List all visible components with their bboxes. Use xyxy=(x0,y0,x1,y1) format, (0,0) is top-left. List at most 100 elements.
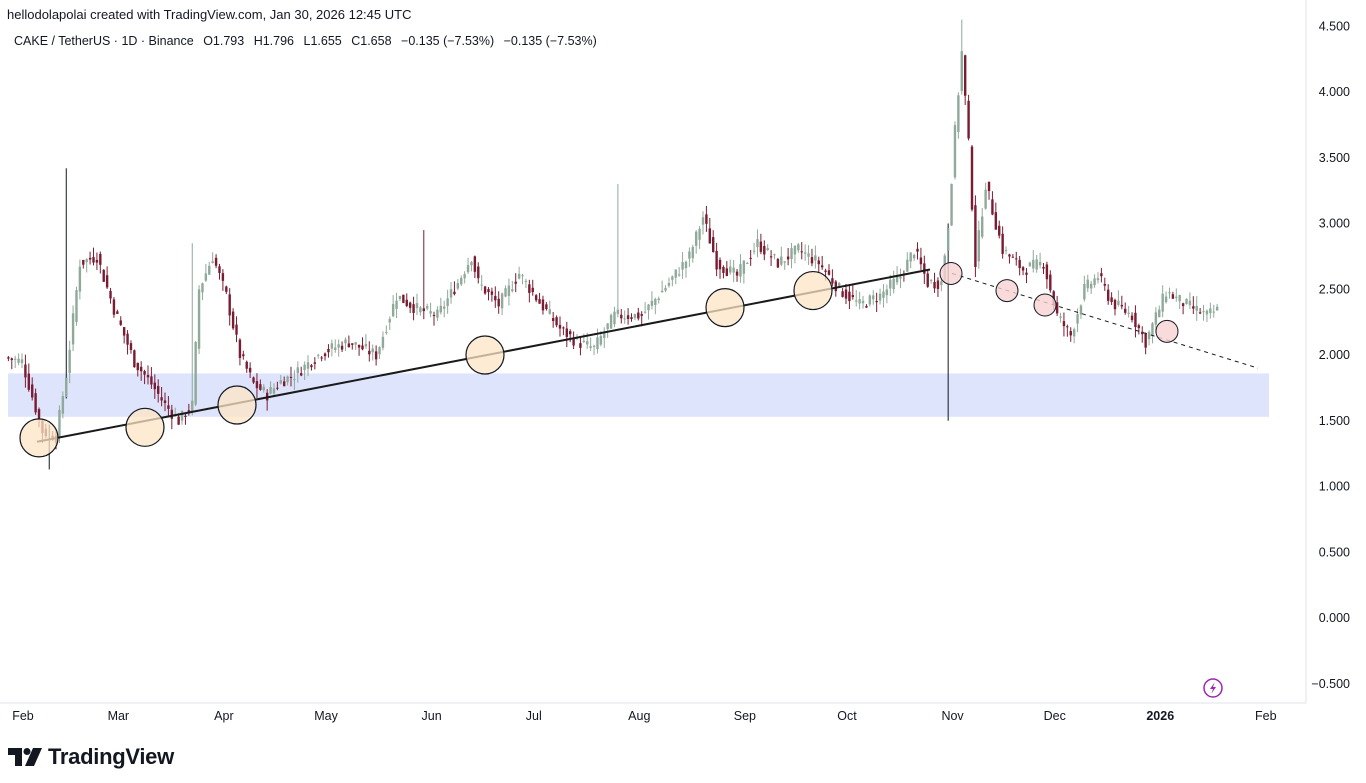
candle-body xyxy=(940,281,943,286)
candle-body xyxy=(1144,333,1147,348)
candle-body xyxy=(235,324,238,335)
candle-body xyxy=(330,343,334,349)
resistance-touch-marker[interactable] xyxy=(995,279,1019,303)
candle-body xyxy=(752,250,756,252)
support-touch-marker[interactable] xyxy=(217,385,257,425)
candle-body xyxy=(626,315,630,319)
price-axis[interactable]: 4.500 4.000 3.500 3.000 2.500 2.000 1.500 1.000… xyxy=(1311,19,1350,691)
candle-body xyxy=(994,212,998,230)
candle-body xyxy=(337,344,340,348)
candle-body xyxy=(1120,304,1124,307)
candle-body xyxy=(231,311,235,329)
candle-body xyxy=(1011,256,1015,258)
candle-body xyxy=(473,256,477,272)
candle-body xyxy=(419,307,422,313)
support-touch-marker[interactable] xyxy=(465,335,505,375)
flash-icon[interactable] xyxy=(1203,678,1223,698)
candle-body xyxy=(831,278,834,284)
candle-body xyxy=(317,354,320,356)
candle-body xyxy=(541,299,545,311)
candle-body xyxy=(620,314,623,319)
candle-body xyxy=(895,275,899,283)
y-tick-label: 1.000 xyxy=(1319,480,1350,494)
candle-body xyxy=(545,304,548,310)
candle-body xyxy=(313,362,317,364)
ohlc-open: O1.793 xyxy=(203,34,245,48)
y-tick-label: 4.500 xyxy=(1319,19,1350,33)
candle-body xyxy=(1072,329,1076,337)
candle-body xyxy=(912,254,916,259)
candle-body xyxy=(146,374,150,378)
candle-body xyxy=(763,245,766,255)
resistance-touch-marker[interactable] xyxy=(1033,293,1057,317)
candle-body xyxy=(1192,306,1195,309)
x-tick-label: May xyxy=(314,709,338,723)
x-tick-label: Mar xyxy=(108,709,130,723)
candle-body xyxy=(1117,300,1120,305)
candle-body xyxy=(85,259,88,263)
candle-body xyxy=(688,251,691,259)
candle-body xyxy=(814,255,817,261)
candle-body xyxy=(1113,299,1117,310)
candle-body xyxy=(701,217,705,225)
candle-body xyxy=(102,269,105,282)
candle-body xyxy=(65,377,68,398)
candle-body xyxy=(412,304,415,313)
candle-body xyxy=(974,205,977,268)
candle-body xyxy=(361,345,364,350)
time-axis[interactable]: Feb Mar Apr May Jun Jul Aug Sep Oct Nov Dec 2026 Feb xyxy=(12,709,1276,723)
candle-body xyxy=(391,303,395,317)
candle-body xyxy=(889,279,892,289)
candle-body xyxy=(262,386,265,391)
candle-body xyxy=(139,366,143,372)
support-touch-marker[interactable] xyxy=(125,407,165,447)
candle-body xyxy=(885,289,889,296)
candle-body xyxy=(824,270,827,272)
candle-body xyxy=(466,265,470,273)
candle-body xyxy=(528,284,531,293)
candle-body xyxy=(882,291,885,298)
x-tick-label: Oct xyxy=(837,709,857,723)
support-touch-marker[interactable] xyxy=(705,288,745,328)
candle-body xyxy=(248,367,252,373)
candle-body xyxy=(150,376,153,385)
candle-body xyxy=(347,343,351,348)
candle-body xyxy=(37,409,41,420)
x-tick-label: Sep xyxy=(734,709,756,723)
candle-body xyxy=(276,387,279,389)
candle-body xyxy=(783,261,786,263)
candle-body xyxy=(739,264,742,277)
resistance-touch-marker[interactable] xyxy=(1155,319,1179,343)
price-chart[interactable]: 4.500 4.000 3.500 3.000 2.500 2.000 1.500 1.000… xyxy=(0,0,1366,740)
descending-trendline[interactable] xyxy=(951,272,1259,369)
candle-body xyxy=(1164,296,1168,303)
candle-body xyxy=(640,314,643,316)
tradingview-logo[interactable]: TradingView xyxy=(8,744,174,770)
x-tick-label: Feb xyxy=(1255,709,1277,723)
candle-body xyxy=(531,287,534,293)
candle-body xyxy=(991,199,994,215)
support-touch-marker[interactable] xyxy=(19,418,59,458)
candle-body xyxy=(371,348,374,353)
candle-body xyxy=(208,265,211,275)
candle-body xyxy=(334,347,337,351)
candle-body xyxy=(926,273,929,287)
candle-body xyxy=(1066,326,1069,328)
support-touch-marker[interactable] xyxy=(793,270,833,311)
candle-body xyxy=(1103,283,1106,286)
candle-body xyxy=(245,361,248,369)
resistance-touch-marker[interactable] xyxy=(939,261,963,285)
candle-body xyxy=(327,348,330,353)
y-tick-label: 2.000 xyxy=(1319,348,1350,362)
candle-body xyxy=(718,259,722,270)
candle-body xyxy=(861,300,865,304)
candle-body xyxy=(494,295,497,301)
candle-body xyxy=(906,259,909,272)
candle-body xyxy=(1198,312,1202,314)
candle-body xyxy=(807,253,810,257)
candle-body xyxy=(378,347,381,355)
candle-body xyxy=(1215,306,1219,311)
symbol-pair[interactable]: CAKE / TetherUS · 1D · Binance xyxy=(14,34,194,48)
candle-body xyxy=(463,274,466,279)
candle-body xyxy=(1195,305,1198,311)
